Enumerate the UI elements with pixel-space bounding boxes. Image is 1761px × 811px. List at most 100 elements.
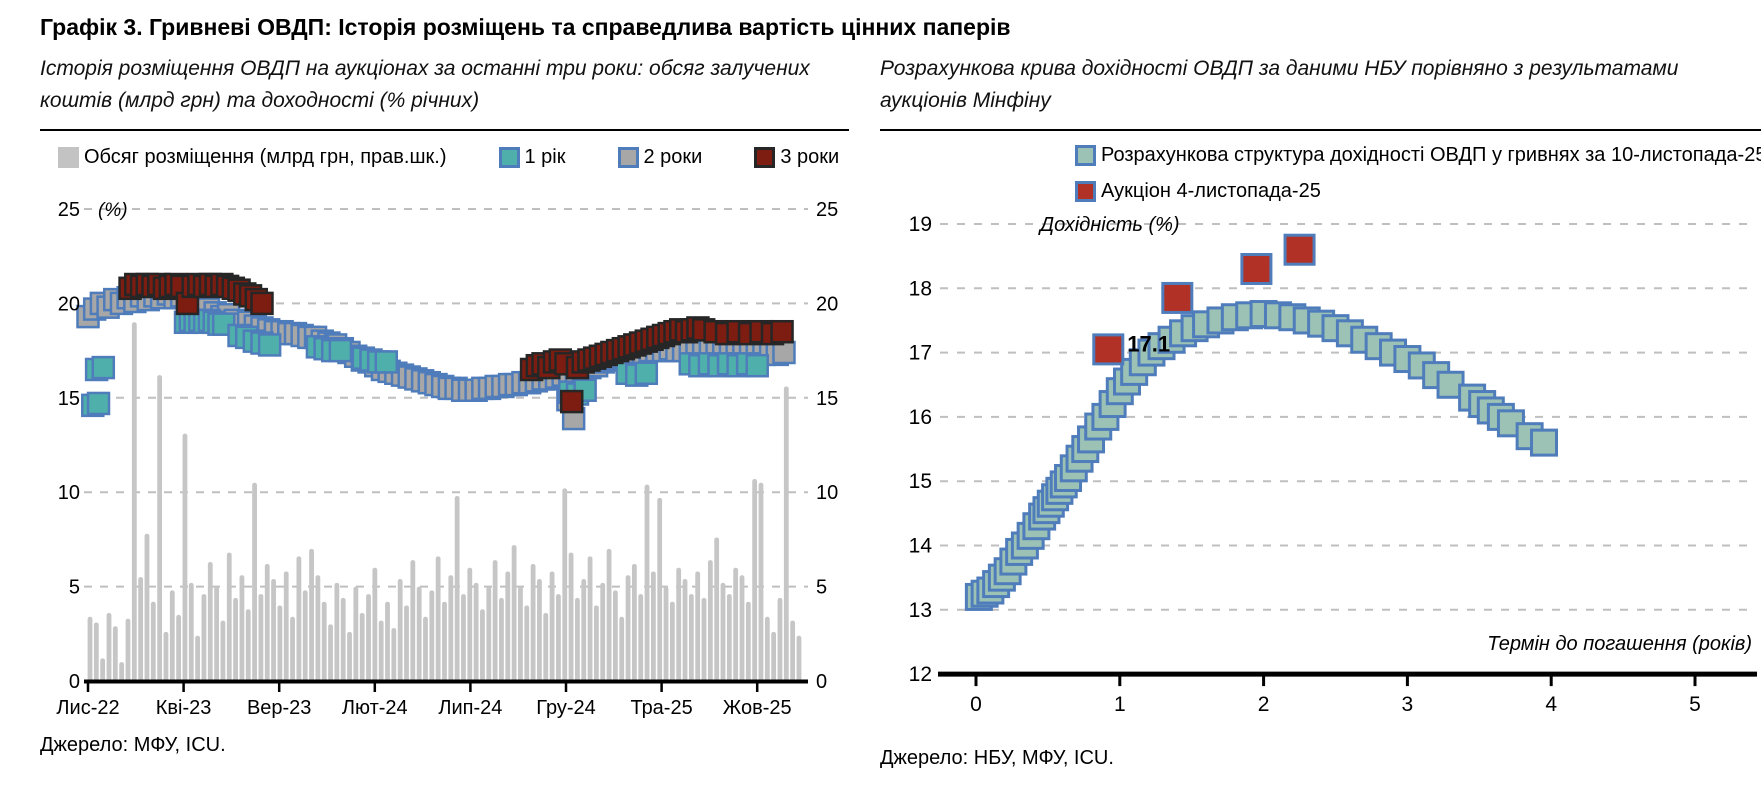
volume-bar xyxy=(499,597,504,681)
y-axis-label-right: 10 xyxy=(816,482,838,504)
data-point xyxy=(328,338,353,363)
volume-bar xyxy=(359,613,365,681)
legend-swatch-icon xyxy=(1075,144,1096,166)
placement-history-panel: Історія розміщення ОВДП на аукціонах за … xyxy=(40,53,849,770)
volume-bar xyxy=(226,552,232,681)
left-subtitle: Історія розміщення ОВДП на аукціонах за … xyxy=(40,57,810,112)
volume-bar xyxy=(201,594,207,681)
volume-bar xyxy=(93,622,99,681)
volume-bar xyxy=(790,620,796,681)
curve-point xyxy=(1530,428,1559,457)
auction-point xyxy=(1283,233,1316,266)
volume-bar xyxy=(195,635,201,681)
placement-history-chart: 0 0 5 5 10 10 15 15 20 20 25 25 Лис-22 Кві-23 Вер-23 Лю… xyxy=(56,199,838,719)
volume-bar xyxy=(695,571,701,681)
volume-bar xyxy=(245,609,251,681)
volume-bar xyxy=(125,618,131,681)
data-point xyxy=(91,355,116,380)
auction-point xyxy=(1092,333,1125,366)
x-axis xyxy=(938,671,1757,687)
volume-bar xyxy=(594,605,599,681)
volume-bar xyxy=(581,579,587,681)
volume-bar xyxy=(638,594,644,681)
volume-bar xyxy=(423,616,428,681)
y-axis-label-right: 25 xyxy=(816,199,838,221)
legend-label: Розрахункова структура дохідності ОВДП у… xyxy=(1101,143,1761,166)
x-axis-label: Лис-22 xyxy=(56,697,119,719)
volume-bar xyxy=(752,478,758,681)
volume-bar xyxy=(119,662,125,681)
volume-bar xyxy=(214,586,219,681)
x-axis-title: Термін до погашення (років) xyxy=(1487,633,1752,655)
volume-bar xyxy=(657,497,663,681)
x-axis-label: 4 xyxy=(1545,693,1557,716)
volume-bar xyxy=(480,609,485,681)
left-legend: Обсяг розміщення (млрд грн, прав.шк.) 1 р… xyxy=(40,131,849,174)
y-axis-label: 15 xyxy=(909,470,932,493)
legend-row: Розрахункова структура дохідності ОВДП у… xyxy=(1075,137,1761,173)
volume-bar xyxy=(429,590,435,681)
volume-bar xyxy=(549,571,555,681)
divider-rule xyxy=(40,129,849,131)
divider-rule xyxy=(880,129,1761,131)
volume-bar xyxy=(138,577,144,681)
volume-bar xyxy=(252,482,257,681)
volume-bar xyxy=(556,594,561,681)
right-subtitle: Розрахункова крива дохідності ОВДП за да… xyxy=(880,57,1679,112)
chart-panels: Історія розміщення ОВДП на аукціонах за … xyxy=(40,53,1761,770)
y-axis-label-left: 0 xyxy=(69,671,80,693)
volume-bar xyxy=(182,433,188,681)
page-title: Графік 3. Гривневі ОВДП: Історія розміще… xyxy=(40,14,1011,40)
y-axis-label: 13 xyxy=(909,599,932,622)
volume-bar xyxy=(688,594,694,681)
volume-bar xyxy=(347,631,352,681)
series-points-3y xyxy=(118,272,794,414)
volume-bar xyxy=(100,658,106,681)
y-axis-label-left: 25 xyxy=(58,199,80,221)
legend-row: Аукціон 4-листопада-25 xyxy=(1075,173,1761,209)
volume-bar xyxy=(783,386,789,681)
y-axis-label-right: 5 xyxy=(816,577,827,599)
legend-swatch-icon xyxy=(58,146,79,168)
volume-bar xyxy=(106,613,112,681)
data-point xyxy=(559,389,584,414)
report-figure: Графік 3. Гривневі ОВДП: Історія розміще… xyxy=(40,14,1761,770)
volume-bar xyxy=(233,597,238,681)
legend-swatch-icon xyxy=(617,146,639,168)
yield-curve-panel: Розрахункова крива дохідності ОВДП за да… xyxy=(880,53,1761,770)
volume-bar xyxy=(277,605,283,681)
x-axis-label: Лют-24 xyxy=(342,697,408,719)
y-axis-title: Дохідність (%) xyxy=(1038,214,1180,236)
volume-bar xyxy=(764,616,770,681)
y-axis-label-left: 10 xyxy=(58,482,80,504)
x-axis-label: 5 xyxy=(1689,693,1701,716)
volume-bar xyxy=(366,594,371,681)
volume-bar xyxy=(600,582,606,681)
volume-bar xyxy=(321,601,327,681)
volume-bar xyxy=(302,590,308,681)
volume-bar xyxy=(258,594,264,681)
volume-bar xyxy=(435,556,441,681)
legend-item-0: Обсяг розміщення (млрд грн, прав.шк.) xyxy=(58,146,447,169)
volume-bar xyxy=(271,579,276,681)
volume-bar xyxy=(625,575,631,681)
x-axis-label: 2 xyxy=(1258,693,1270,716)
volume-bar xyxy=(745,601,751,681)
volume-bar xyxy=(448,575,454,681)
volume-bar xyxy=(296,556,302,681)
x-axis-label: Лип-24 xyxy=(438,697,502,719)
volume-bar xyxy=(796,635,802,681)
volume-bar xyxy=(575,597,580,681)
volume-bar xyxy=(701,597,707,681)
volume-bar xyxy=(726,594,732,681)
volume-bar xyxy=(777,597,783,681)
legend-item-3: 3 роки xyxy=(754,146,839,169)
volume-bar xyxy=(87,616,93,681)
volume-bar xyxy=(220,620,226,681)
legend-swatch-icon xyxy=(1075,180,1096,202)
volume-bar xyxy=(176,614,182,681)
x-axis-label: 1 xyxy=(1114,693,1126,716)
volume-bar xyxy=(385,601,390,681)
data-point xyxy=(250,291,274,316)
